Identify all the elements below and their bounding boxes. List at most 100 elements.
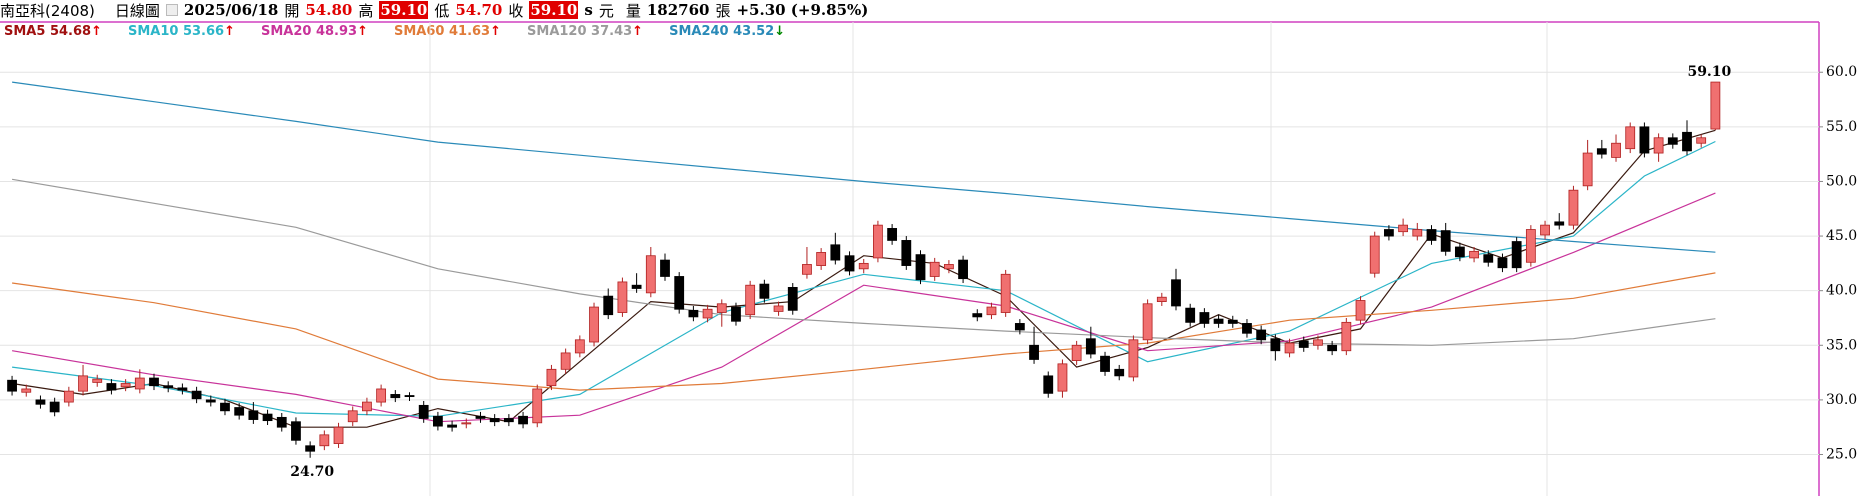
legend-name: SMA5 bbox=[4, 24, 46, 39]
candle-body bbox=[191, 390, 202, 400]
candle-body bbox=[1454, 246, 1465, 258]
y-tick-label: 50.0 bbox=[1826, 173, 1857, 189]
candle-body bbox=[291, 421, 301, 441]
candle-body bbox=[1100, 355, 1110, 372]
candle-body bbox=[1369, 235, 1380, 274]
candle-body bbox=[645, 255, 656, 294]
volume-label: 量 bbox=[625, 1, 641, 20]
candle-body bbox=[1653, 137, 1664, 154]
candle-body bbox=[887, 228, 898, 241]
legend-name: SMA120 bbox=[527, 24, 587, 39]
low-annotation: 24.70 bbox=[290, 464, 334, 480]
candle-body bbox=[1043, 375, 1054, 394]
candle-body bbox=[546, 368, 557, 387]
candle-body bbox=[1171, 279, 1181, 307]
candle-body bbox=[1341, 321, 1352, 352]
candle-body bbox=[1270, 338, 1281, 352]
candle-body bbox=[432, 415, 443, 427]
candle-body bbox=[745, 284, 756, 316]
legend-item: SMA20 48.93↑ bbox=[261, 24, 368, 39]
candle-body bbox=[787, 286, 798, 311]
candle-body bbox=[1355, 300, 1366, 321]
candle-body bbox=[802, 264, 812, 275]
candle-body bbox=[972, 313, 983, 318]
candle-body bbox=[1398, 224, 1409, 233]
candle-body bbox=[489, 418, 500, 423]
candle-body bbox=[1497, 257, 1508, 269]
candle-body bbox=[1596, 148, 1607, 155]
candle-body bbox=[35, 399, 46, 405]
candle-body bbox=[1469, 250, 1479, 259]
candle-body bbox=[674, 276, 685, 310]
candle-body bbox=[220, 402, 230, 412]
candle-body bbox=[177, 387, 188, 391]
ma-line bbox=[12, 81, 1716, 253]
candle-body bbox=[574, 339, 585, 354]
high-value: 59.10 bbox=[379, 1, 429, 19]
candle-body bbox=[234, 407, 245, 416]
candle-body bbox=[205, 399, 216, 403]
candle-body bbox=[1327, 344, 1338, 352]
ma-line bbox=[11, 178, 1716, 346]
unit: 元 bbox=[598, 1, 614, 20]
high-annotation: 59.10 bbox=[1687, 64, 1731, 80]
candle-body bbox=[1384, 229, 1394, 237]
candle-body bbox=[901, 240, 912, 266]
candle-body bbox=[603, 295, 614, 316]
candle-body bbox=[305, 445, 316, 452]
volume-unit: 張 bbox=[715, 1, 731, 20]
legend-trend: ↑ bbox=[490, 24, 502, 39]
candle-body bbox=[49, 401, 60, 413]
y-tick-label: 35.0 bbox=[1826, 337, 1857, 353]
candle-body bbox=[333, 426, 344, 444]
candle-body bbox=[376, 388, 387, 403]
candle-body bbox=[915, 254, 926, 281]
candle-body bbox=[404, 395, 415, 398]
candle-body bbox=[1242, 323, 1252, 334]
candle-body bbox=[1199, 312, 1210, 324]
legend-item: SMA240 43.52↓ bbox=[669, 24, 785, 39]
candle-body bbox=[844, 255, 855, 272]
candle-body bbox=[560, 352, 571, 370]
candle-body bbox=[390, 394, 401, 399]
candle-body bbox=[262, 413, 273, 422]
candle-body bbox=[92, 378, 103, 383]
candle-body bbox=[149, 377, 159, 387]
candle-body bbox=[1511, 241, 1522, 269]
candle-body bbox=[731, 306, 741, 322]
candle-body bbox=[7, 379, 17, 392]
candle-body bbox=[1156, 296, 1167, 302]
candle-body bbox=[1213, 318, 1224, 324]
candle-body bbox=[1185, 307, 1196, 323]
candle-body bbox=[1667, 137, 1678, 145]
volume-value: 182760 bbox=[646, 1, 710, 19]
candle-body bbox=[461, 422, 472, 425]
legend-trend: ↑ bbox=[91, 24, 102, 39]
date: 2025/06/18 bbox=[183, 1, 279, 19]
candle-body bbox=[1114, 368, 1125, 377]
candle-body bbox=[816, 252, 827, 266]
change: +5.30 (+9.85%) bbox=[736, 1, 869, 19]
candle-body bbox=[943, 264, 954, 270]
candle-body bbox=[106, 383, 117, 391]
candle-body bbox=[1440, 230, 1451, 252]
candle-body bbox=[1256, 329, 1267, 341]
legend-item: SMA60 41.63↑ bbox=[394, 24, 501, 39]
legend-value: 37.43 bbox=[591, 24, 633, 39]
candle-body bbox=[1568, 189, 1579, 226]
candle-body bbox=[1000, 273, 1011, 313]
candle-body bbox=[1298, 340, 1309, 348]
candle-body bbox=[1029, 344, 1039, 360]
ma-line bbox=[11, 192, 1716, 423]
candle-body bbox=[1554, 221, 1565, 226]
legend-value: 53.66 bbox=[182, 24, 225, 39]
candle-body bbox=[660, 259, 670, 277]
candle-body bbox=[1540, 224, 1550, 236]
checkbox[interactable] bbox=[165, 4, 178, 16]
legend-item: SMA120 37.43↑ bbox=[527, 24, 643, 39]
legend-value: 54.68 bbox=[49, 24, 92, 39]
candle-body bbox=[63, 390, 74, 403]
candle-body bbox=[716, 303, 727, 313]
